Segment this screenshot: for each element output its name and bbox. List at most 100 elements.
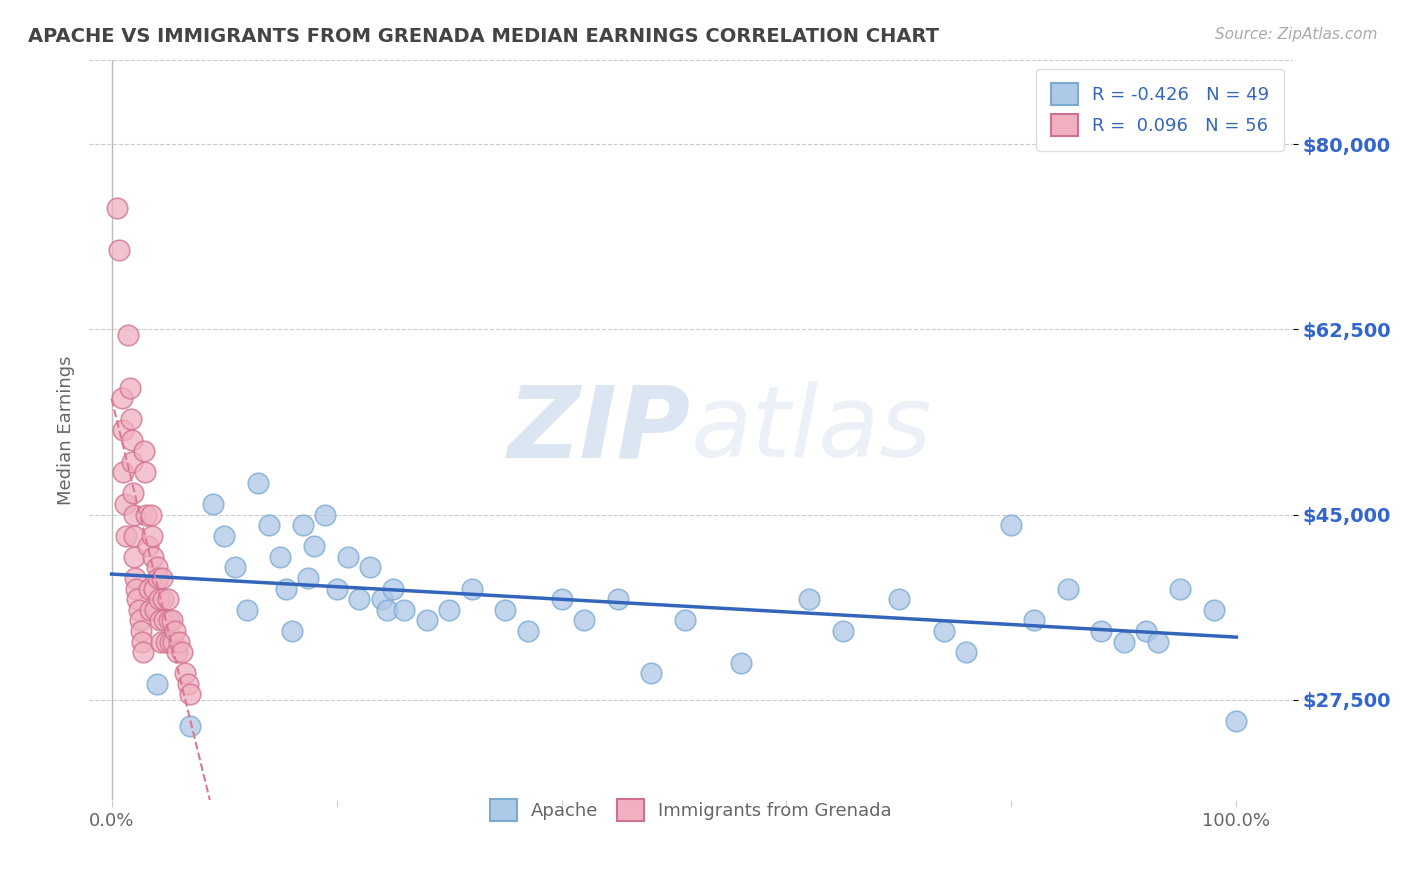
- Point: [730, 656, 752, 670]
- Point: [145, 560, 167, 574]
- Point: [162, 634, 184, 648]
- Point: [142, 549, 165, 564]
- Point: [572, 613, 595, 627]
- Point: [1146, 634, 1168, 648]
- Point: [1202, 603, 1225, 617]
- Point: [159, 634, 181, 648]
- Point: [134, 444, 156, 458]
- Legend: Apache, Immigrants from Grenada: Apache, Immigrants from Grenada: [475, 785, 907, 836]
- Point: [550, 592, 572, 607]
- Point: [157, 613, 180, 627]
- Point: [163, 624, 186, 638]
- Point: [111, 465, 134, 479]
- Text: APACHE VS IMMIGRANTS FROM GRENADA MEDIAN EARNINGS CORRELATION CHART: APACHE VS IMMIGRANTS FROM GRENADA MEDIAN…: [28, 27, 939, 45]
- Point: [359, 560, 381, 574]
- Point: [1135, 624, 1157, 638]
- Point: [1225, 714, 1247, 728]
- Point: [280, 624, 302, 638]
- Point: [173, 666, 195, 681]
- Point: [166, 645, 188, 659]
- Point: [302, 539, 325, 553]
- Point: [370, 592, 392, 607]
- Point: [179, 687, 201, 701]
- Point: [172, 645, 194, 659]
- Point: [437, 603, 460, 617]
- Point: [235, 603, 257, 617]
- Point: [135, 508, 157, 522]
- Point: [131, 634, 153, 648]
- Point: [145, 603, 167, 617]
- Point: [150, 634, 173, 648]
- Point: [1022, 613, 1045, 627]
- Point: [128, 603, 150, 617]
- Point: [887, 592, 910, 607]
- Point: [932, 624, 955, 638]
- Point: [127, 592, 149, 607]
- Point: [122, 529, 145, 543]
- Point: [125, 582, 148, 596]
- Point: [1000, 518, 1022, 533]
- Point: [105, 201, 128, 215]
- Point: [136, 539, 159, 553]
- Point: [1168, 582, 1191, 596]
- Point: [155, 634, 177, 648]
- Point: [108, 243, 131, 257]
- Point: [111, 423, 134, 437]
- Point: [132, 645, 155, 659]
- Y-axis label: Median Earnings: Median Earnings: [58, 355, 75, 505]
- Point: [124, 571, 146, 585]
- Point: [150, 571, 173, 585]
- Point: [516, 624, 538, 638]
- Point: [146, 571, 169, 585]
- Text: ZIP: ZIP: [508, 382, 690, 478]
- Point: [246, 475, 269, 490]
- Point: [831, 624, 853, 638]
- Point: [118, 381, 141, 395]
- Point: [269, 549, 291, 564]
- Point: [201, 497, 224, 511]
- Point: [224, 560, 246, 574]
- Point: [145, 677, 167, 691]
- Point: [1090, 624, 1112, 638]
- Point: [392, 603, 415, 617]
- Point: [143, 582, 166, 596]
- Point: [115, 529, 138, 543]
- Point: [1056, 582, 1078, 596]
- Point: [297, 571, 319, 585]
- Point: [381, 582, 404, 596]
- Point: [114, 497, 136, 511]
- Point: [162, 613, 184, 627]
- Point: [640, 666, 662, 681]
- Point: [122, 549, 145, 564]
- Point: [120, 412, 142, 426]
- Point: [212, 529, 235, 543]
- Text: Source: ZipAtlas.com: Source: ZipAtlas.com: [1215, 27, 1378, 42]
- Point: [797, 592, 820, 607]
- Point: [152, 592, 174, 607]
- Point: [179, 719, 201, 733]
- Point: [128, 613, 150, 627]
- Point: [606, 592, 628, 607]
- Point: [460, 582, 482, 596]
- Point: [325, 582, 347, 596]
- Point: [375, 603, 398, 617]
- Point: [139, 508, 162, 522]
- Point: [167, 634, 190, 648]
- Point: [129, 624, 152, 638]
- Point: [121, 455, 143, 469]
- Point: [134, 465, 156, 479]
- Point: [177, 677, 200, 691]
- Point: [291, 518, 314, 533]
- Point: [153, 613, 176, 627]
- Point: [156, 592, 179, 607]
- Point: [121, 434, 143, 448]
- Point: [494, 603, 516, 617]
- Point: [314, 508, 336, 522]
- Point: [415, 613, 437, 627]
- Point: [673, 613, 696, 627]
- Point: [149, 613, 172, 627]
- Point: [257, 518, 280, 533]
- Point: [141, 529, 163, 543]
- Text: atlas: atlas: [690, 382, 932, 478]
- Point: [122, 486, 145, 500]
